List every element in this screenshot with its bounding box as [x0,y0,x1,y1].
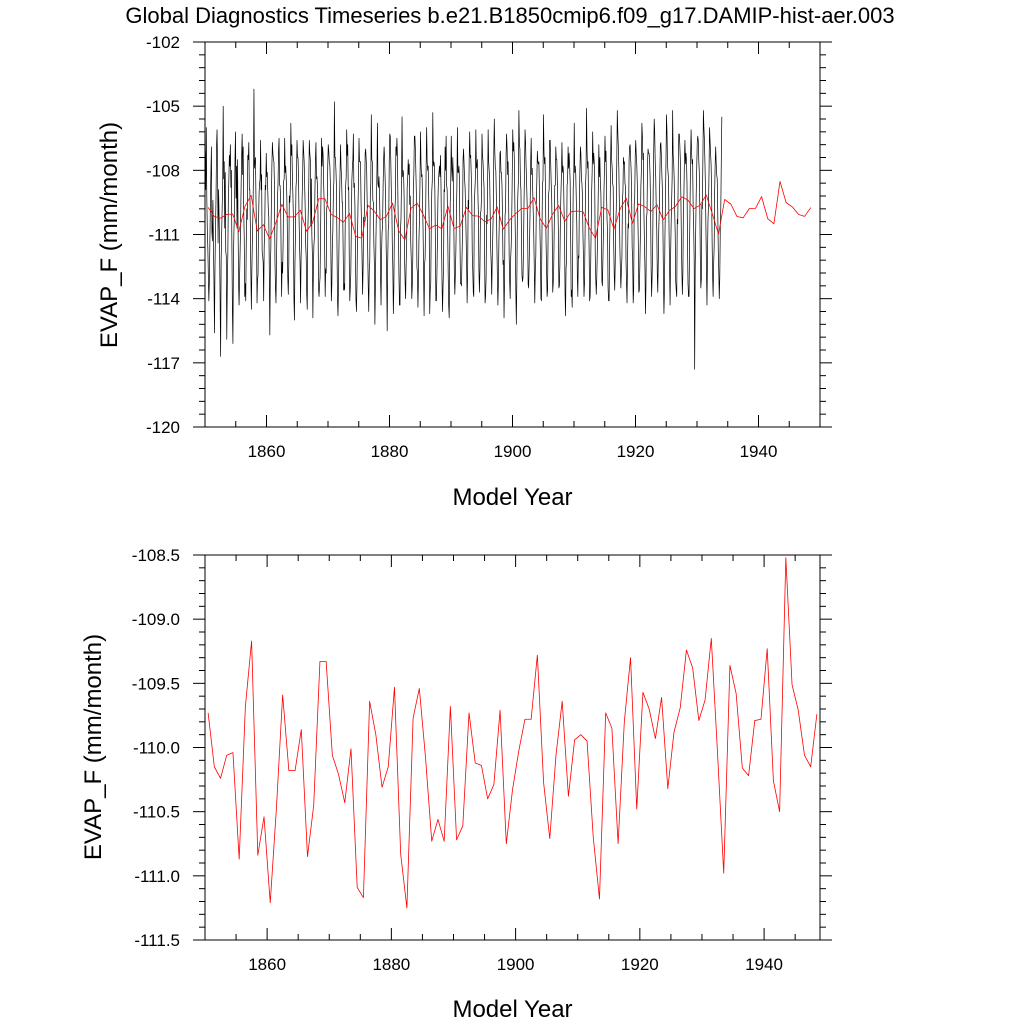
bottom-panel-y-tick-label: -109.0 [132,610,180,629]
top-panel-y-tick-label: -105 [146,97,180,116]
top-panel-series [204,88,812,370]
top-panel-ticks [193,41,832,428]
bottom-panel-y-tick-label: -108.5 [132,546,180,565]
bottom-panel-y-tick-label: -110.5 [133,803,180,822]
top-panel-frame [204,41,821,428]
top-panel: 1860 1880 1900 1920 1940 -120 -117 -114 -111 -108… [96,33,832,511]
top-panel-y-tick-label: -102 [146,33,180,52]
top-panel-y-tick-label: -117 [147,354,180,373]
top-panel-x-tick-label: 1880 [371,442,409,461]
bottom-panel-x-tick-label: 1920 [621,955,659,974]
bottom-panel: 1860 1880 1900 1920 1940 -111.5 -111.0 -110.5 -1… [80,546,832,1023]
top-panel-x-tick-label: 1860 [248,442,286,461]
bottom-panel-x-tick-label: 1880 [372,955,410,974]
bottom-panel-y-tick-label: -111.0 [134,867,180,886]
top-panel-y-tick-label: -111 [148,226,180,245]
bottom-panel-series [207,557,818,909]
top-panel-tick-labels: 1860 1880 1900 1920 1940 -120 -117 -114 -111 -108… [146,33,777,461]
top-panel-series-monthly-line [204,88,723,370]
top-panel-series-annual-line [207,181,812,241]
bottom-panel-y-tick-label: -111.5 [134,931,180,950]
bottom-panel-x-axis-label: Model Year [452,996,572,1023]
top-panel-x-axis-label: Model Year [452,484,572,511]
top-panel-x-tick-label: 1900 [494,442,532,461]
bottom-panel-x-tick-label: 1900 [497,955,535,974]
bottom-panel-y-tick-label: -110.0 [133,739,180,758]
top-panel-y-tick-label: -108 [146,161,180,180]
bottom-panel-x-tick-label: 1940 [745,955,783,974]
top-panel-y-axis-label: EVAP_F (mm/month) [96,122,123,348]
bottom-panel-x-tick-label: 1860 [248,955,286,974]
bottom-panel-tick-labels: 1860 1880 1900 1920 1940 -111.5 -111.0 -110.5 -1… [132,546,783,974]
top-panel-y-tick-label: -120 [146,418,180,437]
bottom-panel-y-tick-label: -109.5 [132,674,180,693]
bottom-panel-frame [204,554,821,941]
bottom-panel-y-axis-label: EVAP_F (mm/month) [80,634,107,860]
top-panel-x-tick-label: 1940 [740,442,778,461]
figure-title: Global Diagnostics Timeseries b.e21.B185… [125,3,894,28]
top-panel-y-tick-label: -114 [147,290,180,309]
top-panel-x-tick-label: 1920 [617,442,655,461]
bottom-panel-series-annual-line [207,557,818,909]
